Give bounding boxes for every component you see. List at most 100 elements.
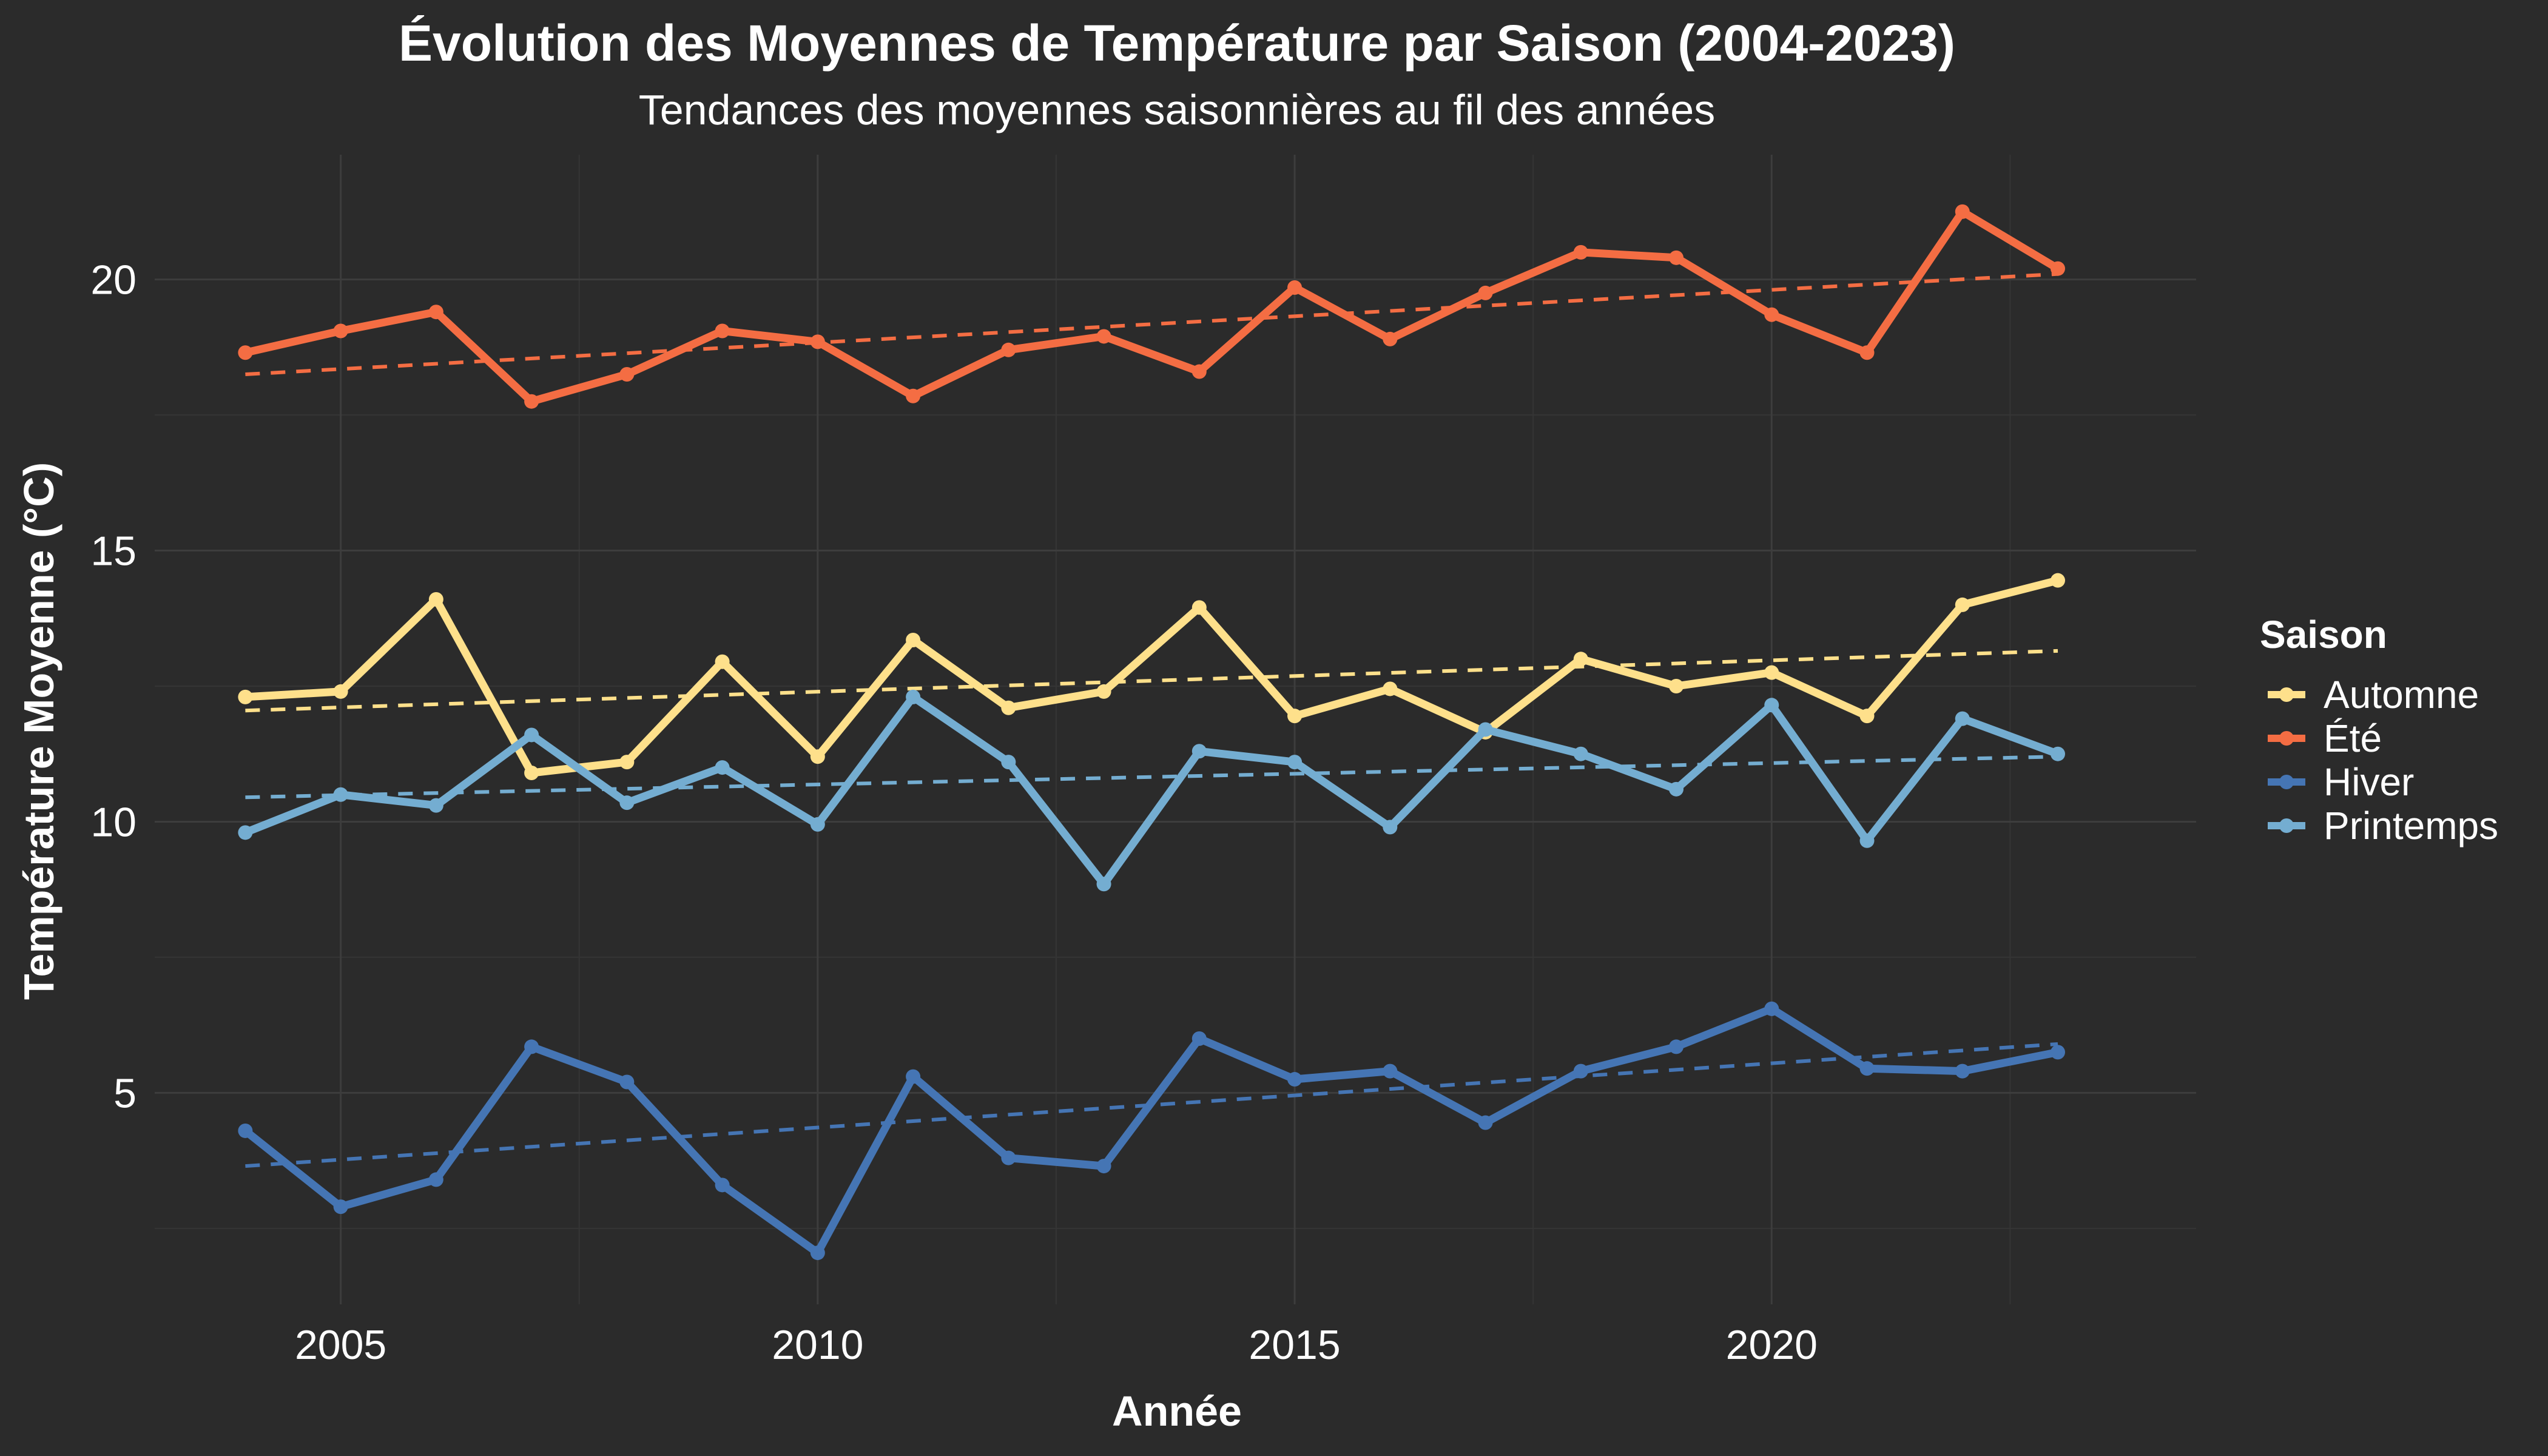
data-point xyxy=(1955,204,1970,219)
series-line xyxy=(241,693,2062,888)
data-point xyxy=(2050,746,2065,761)
data-point xyxy=(2050,1045,2065,1060)
data-point xyxy=(1859,345,1875,360)
data-point xyxy=(428,798,443,813)
series-group xyxy=(238,573,2065,781)
y-tick-label: 20 xyxy=(90,257,136,303)
trend-line xyxy=(245,649,2058,713)
legend-label: Été xyxy=(2324,716,2382,760)
legend-label: Automne xyxy=(2324,673,2479,716)
data-point xyxy=(810,1245,825,1261)
data-point xyxy=(715,323,730,339)
series-lines xyxy=(238,204,2065,1261)
data-point xyxy=(906,689,921,704)
data-point xyxy=(1096,877,1111,892)
data-point xyxy=(428,305,443,320)
legend-title: Saison xyxy=(2260,613,2387,656)
data-point xyxy=(1001,342,1016,357)
y-tick-label: 5 xyxy=(113,1070,136,1116)
data-point xyxy=(1191,744,1207,759)
data-point xyxy=(1191,364,1207,379)
data-point xyxy=(1383,331,1398,346)
x-tick-label: 2020 xyxy=(1726,1322,1818,1368)
y-axis-title: Température Moyenne (°C) xyxy=(15,462,62,1000)
data-point xyxy=(1859,709,1875,724)
data-point xyxy=(1191,600,1207,615)
data-point xyxy=(1859,1061,1875,1076)
data-point xyxy=(619,1074,635,1090)
legend-swatch-point xyxy=(2279,731,2294,746)
data-point xyxy=(2050,261,2065,276)
trend-line xyxy=(245,1042,2058,1168)
data-point xyxy=(524,727,539,743)
data-point xyxy=(1764,307,1779,322)
data-point xyxy=(1859,833,1875,848)
data-point xyxy=(1669,678,1684,693)
data-point xyxy=(333,1199,348,1215)
data-point xyxy=(1955,597,1970,612)
data-point xyxy=(333,323,348,339)
data-point xyxy=(1955,1063,1970,1079)
series-group xyxy=(238,689,2065,892)
data-point xyxy=(238,825,253,840)
data-point xyxy=(619,367,635,382)
y-tick-label: 15 xyxy=(90,528,136,575)
data-point xyxy=(524,1039,539,1054)
data-point xyxy=(238,689,253,704)
data-point xyxy=(810,334,825,349)
data-point xyxy=(1096,329,1111,344)
data-point xyxy=(1573,1063,1588,1079)
data-point xyxy=(715,1178,730,1193)
data-point xyxy=(1669,250,1684,265)
data-point xyxy=(1478,1115,1493,1130)
data-point xyxy=(1001,1150,1016,1165)
data-point xyxy=(906,633,921,648)
data-point xyxy=(1764,665,1779,680)
legend-swatch-point xyxy=(2279,818,2294,833)
chart-title: Évolution des Moyennes de Température pa… xyxy=(399,15,1955,72)
data-point xyxy=(524,766,539,781)
data-point xyxy=(715,654,730,669)
data-point xyxy=(1001,755,1016,770)
data-point xyxy=(1669,1039,1684,1054)
x-tick-label: 2010 xyxy=(772,1322,863,1368)
chart-subtitle: Tendances des moyennes saisonnières au f… xyxy=(639,86,1715,133)
data-point xyxy=(428,1172,443,1187)
data-point xyxy=(524,394,539,409)
data-point xyxy=(1478,285,1493,300)
x-axis-title: Année xyxy=(1112,1387,1242,1435)
data-point xyxy=(1478,722,1493,737)
data-point xyxy=(333,684,348,699)
data-point xyxy=(619,755,635,770)
data-point xyxy=(1287,280,1303,295)
data-point xyxy=(1573,244,1588,260)
legend-swatch-point xyxy=(2279,775,2294,789)
series-group xyxy=(238,204,2065,409)
data-point xyxy=(1096,684,1111,699)
data-point xyxy=(1001,700,1016,715)
legend-label: Hiver xyxy=(2324,760,2414,804)
data-point xyxy=(1287,755,1303,770)
data-point xyxy=(1287,1072,1303,1087)
data-point xyxy=(1764,698,1779,713)
trend-line xyxy=(245,755,2058,800)
x-tick-label: 2015 xyxy=(1249,1322,1340,1368)
legend-label: Printemps xyxy=(2324,804,2498,848)
data-point xyxy=(238,345,253,360)
data-point xyxy=(1383,820,1398,835)
data-point xyxy=(1383,1063,1398,1079)
data-point xyxy=(1955,711,1970,726)
data-point xyxy=(1096,1159,1111,1174)
data-point xyxy=(810,817,825,832)
data-point xyxy=(1669,781,1684,797)
x-tick-label: 2005 xyxy=(295,1322,386,1368)
data-point xyxy=(333,787,348,802)
data-point xyxy=(428,592,443,607)
y-tick-label: 10 xyxy=(90,799,136,845)
data-point xyxy=(715,760,730,775)
data-point xyxy=(1287,709,1303,724)
data-point xyxy=(810,749,825,764)
